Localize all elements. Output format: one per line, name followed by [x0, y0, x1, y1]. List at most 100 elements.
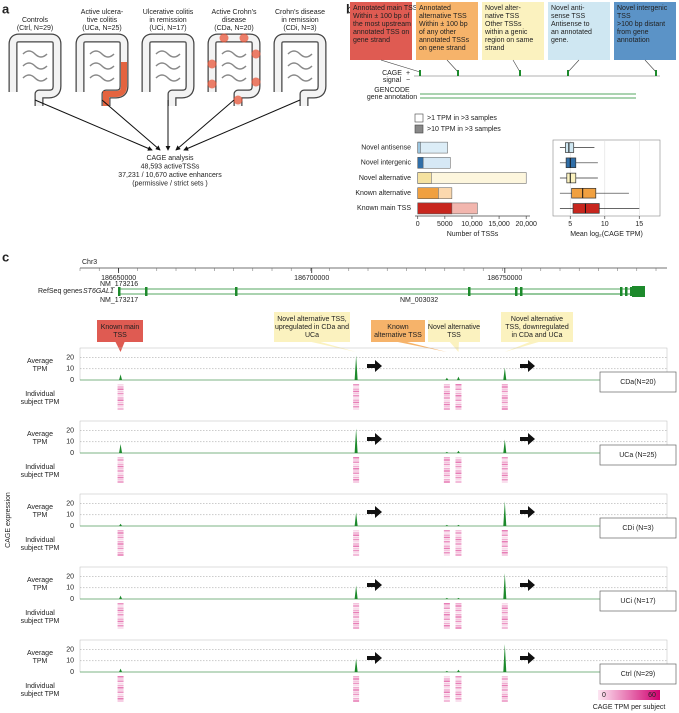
exon	[620, 287, 623, 296]
heatmap-stripe	[117, 395, 124, 397]
group-label: in remission	[149, 17, 186, 24]
heatmap-stripe	[455, 682, 462, 685]
bar	[417, 141, 448, 154]
exon	[515, 287, 518, 296]
heatmap-stripe	[501, 468, 508, 470]
heatmap-stripe	[353, 698, 360, 700]
tss-type-text: Within ± 100 bp of	[353, 13, 409, 20]
heatmap-stripe	[443, 403, 450, 406]
heatmap-stripe	[353, 607, 360, 609]
heatmap-stripe	[117, 538, 124, 541]
heatmap-stripe	[501, 401, 508, 404]
y-tick-label: 0	[70, 450, 74, 457]
sample-box	[599, 590, 677, 612]
heatmap-stripe	[501, 541, 508, 543]
heatmap-stripe	[501, 700, 508, 702]
heatmap-stripe	[353, 605, 360, 607]
heatmap-stripe	[353, 399, 360, 401]
pointer	[644, 59, 657, 73]
heatmap-stripe	[117, 541, 124, 543]
heatmap-stripe	[117, 682, 124, 685]
heatmap-stripe	[353, 689, 360, 691]
heatmap-stripe	[353, 408, 360, 410]
heatmap-stripe	[455, 545, 462, 547]
heatmap-stripe	[501, 554, 508, 556]
tss-type-text: strand	[485, 45, 505, 52]
heatmap-stripe	[443, 680, 450, 682]
pointer	[567, 59, 580, 73]
heatmap-stripe	[353, 401, 360, 404]
heatmap-stripe	[353, 406, 360, 408]
peak	[119, 374, 123, 380]
heatmap-stripe	[117, 603, 124, 605]
callout-pointer	[449, 341, 459, 352]
heatmap-stripe	[501, 463, 508, 466]
peak	[503, 644, 507, 672]
arrow	[34, 99, 153, 151]
heatmap-stripe	[455, 465, 462, 468]
heatmap-stripe	[443, 625, 450, 627]
heatmap-stripe	[501, 481, 508, 483]
tss-type-text: the most upstream	[353, 21, 411, 28]
track-y-label: subject TPM	[21, 618, 60, 625]
heatmap-stripe	[353, 536, 360, 539]
heatmap-stripe	[117, 403, 124, 406]
heatmap-stripe	[501, 408, 508, 410]
heatmap-stripe	[455, 620, 462, 623]
heatmap-stripe	[353, 384, 360, 386]
track-y-label: TPM	[33, 658, 48, 665]
heatmap-stripe	[117, 479, 124, 481]
heatmap-stripe	[443, 698, 450, 700]
heatmap-stripe	[443, 390, 450, 393]
heatmap-stripe	[353, 481, 360, 483]
pointer	[512, 59, 521, 73]
tss-type-text: annotation	[617, 37, 650, 44]
heatmap-stripe	[455, 479, 462, 481]
heatmap-stripe	[501, 532, 508, 534]
heatmap-stripe	[117, 676, 124, 678]
heatmap-stripe	[443, 618, 450, 620]
exon	[625, 287, 628, 296]
box	[566, 172, 577, 184]
heatmap-stripe	[455, 689, 462, 691]
direction-arrow	[520, 579, 535, 591]
track-label: GENCODE	[374, 87, 410, 94]
heatmap-stripe	[455, 468, 462, 470]
heatmap-stripe	[443, 534, 450, 536]
heatmap-stripe	[353, 390, 360, 393]
signal-peak	[655, 70, 657, 76]
x-tick-label: 0	[416, 221, 420, 228]
heatmap-stripe	[117, 470, 124, 472]
heatmap-stripe	[117, 698, 124, 700]
heatmap-stripe	[443, 386, 450, 388]
heatmap-stripe	[455, 532, 462, 534]
heatmap-stripe	[443, 687, 450, 689]
callout-text: TSS, downregulated	[505, 324, 569, 331]
legend-label: >10 TPM in >3 samples	[427, 126, 501, 133]
heatmap-stripe	[353, 678, 360, 680]
heatmap-stripe	[501, 406, 508, 408]
track-label: signal	[383, 77, 402, 84]
callout-pointer	[307, 341, 357, 352]
y-tick-label: 10	[66, 366, 74, 373]
group-label: (CDi, N=3)	[283, 25, 316, 32]
direction-arrow	[367, 652, 382, 664]
sample-box	[599, 371, 677, 393]
x-tick-label: 15,000	[488, 221, 510, 228]
heatmap-stripe	[501, 388, 508, 390]
heatmap-stripe	[443, 603, 450, 605]
heatmap-stripe	[443, 676, 450, 678]
heatmap-stripe	[117, 408, 124, 410]
heatmap-stripe	[353, 609, 360, 612]
analysis-text: 37,231 / 10,670 active enhancers	[118, 172, 222, 179]
heatmap-stripe	[443, 691, 450, 693]
heatmap-stripe	[353, 472, 360, 474]
peak	[354, 355, 358, 380]
track-y-label: TPM	[33, 585, 48, 592]
heatmap-stripe	[501, 547, 508, 550]
tss-type-text: Other TSSs	[485, 21, 522, 28]
heatmap-stripe	[117, 552, 124, 554]
sample-label: CDi (N=3)	[622, 525, 653, 532]
heatmap-stripe	[455, 676, 462, 678]
heatmap-stripe	[443, 609, 450, 612]
